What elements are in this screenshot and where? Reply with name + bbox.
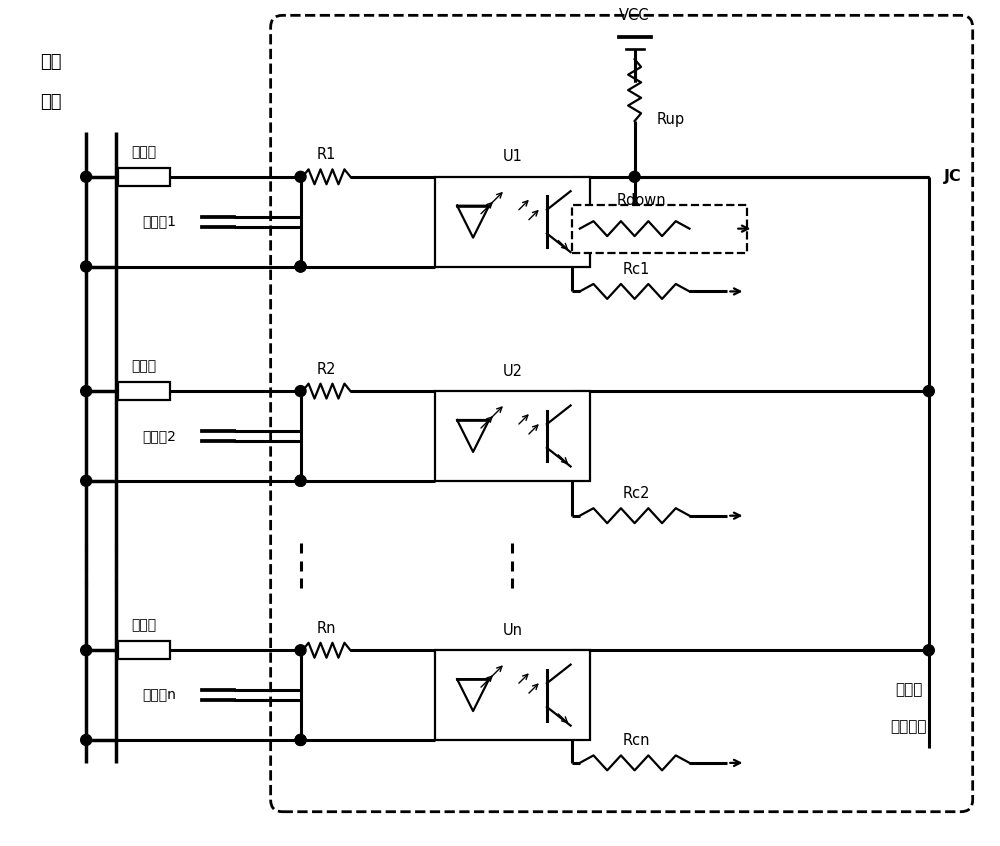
Text: 电容组2: 电容组2 — [143, 429, 176, 443]
Text: 保险丝: 保险丝 — [131, 618, 157, 632]
Text: U2: U2 — [502, 364, 522, 379]
Text: Rdown: Rdown — [617, 193, 666, 208]
Text: U1: U1 — [503, 150, 522, 164]
Bar — [118, 641, 170, 659]
Circle shape — [295, 172, 306, 182]
Circle shape — [81, 734, 92, 745]
Text: R1: R1 — [317, 147, 336, 162]
Bar — [118, 382, 170, 400]
Text: Rup: Rup — [657, 112, 685, 127]
Text: 保险丝: 保险丝 — [131, 145, 157, 159]
Circle shape — [295, 261, 306, 272]
Text: Un: Un — [502, 623, 522, 638]
Circle shape — [295, 734, 306, 745]
Circle shape — [81, 386, 92, 397]
Circle shape — [295, 261, 306, 272]
Circle shape — [81, 475, 92, 486]
Text: VCC: VCC — [619, 8, 650, 23]
Circle shape — [629, 172, 640, 182]
Text: 电容组n: 电容组n — [143, 688, 176, 702]
FancyBboxPatch shape — [271, 15, 973, 811]
Text: JC: JC — [944, 169, 962, 184]
Text: 电容组: 电容组 — [895, 683, 923, 698]
Bar — [435, 391, 590, 481]
Circle shape — [295, 645, 306, 656]
Bar — [118, 168, 170, 186]
Circle shape — [923, 645, 934, 656]
Text: 母线: 母线 — [40, 93, 62, 111]
Text: Rc1: Rc1 — [623, 262, 650, 277]
Text: 保险丝: 保险丝 — [131, 360, 157, 373]
Circle shape — [295, 475, 306, 486]
Bar — [435, 651, 590, 740]
Text: Rn: Rn — [317, 621, 336, 636]
Circle shape — [81, 261, 92, 272]
Circle shape — [295, 475, 306, 486]
Text: 电容组1: 电容组1 — [142, 215, 176, 228]
Circle shape — [923, 386, 934, 397]
Circle shape — [81, 645, 92, 656]
Text: R2: R2 — [317, 362, 336, 376]
Circle shape — [81, 172, 92, 182]
Circle shape — [295, 734, 306, 745]
Circle shape — [295, 386, 306, 397]
Text: 直流: 直流 — [40, 53, 62, 71]
Text: Rc2: Rc2 — [623, 486, 650, 502]
Bar — [572, 205, 747, 253]
Text: Rcn: Rcn — [623, 733, 650, 749]
Bar — [435, 177, 590, 266]
Text: 检测电路: 检测电路 — [891, 719, 927, 734]
